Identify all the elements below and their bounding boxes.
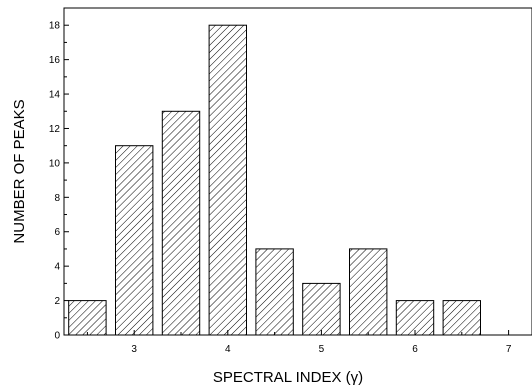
y-tick-label: 16 [49,55,61,66]
y-axis-title: NUMBER OF PEAKS [11,99,28,243]
bar [442,300,482,336]
y-tick-label: 12 [49,124,61,135]
bar [208,24,248,336]
y-tick-label: 8 [54,193,60,204]
bar [68,300,107,336]
x-axis-ticks: 3 4 5 6 7 [86,330,512,355]
axes-layer [63,7,532,336]
y-tick-label: 2 [54,296,60,307]
x-axis-title: SPECTRAL INDEX (γ) [213,369,363,386]
y-tick-label: 18 [49,21,61,32]
bar [395,300,435,336]
x-tick-label: 3 [131,344,137,355]
x-tick-label: 5 [319,344,325,355]
y-tick-label: 0 [54,331,60,342]
bar [161,110,201,336]
y-tick-label: 6 [54,227,60,238]
bar [302,282,341,336]
y-axis-ticks: 0 2 4 6 8 10 12 14 16 18 [49,21,69,342]
x-tick-label: 4 [225,344,231,355]
bar [349,248,388,336]
plot-frame [63,7,532,336]
bar [115,145,154,336]
bar [255,248,294,336]
x-tick-label: 7 [506,344,512,355]
bars-layer [68,24,482,336]
y-tick-label: 14 [49,90,61,101]
x-tick-label: 6 [412,344,418,355]
y-tick-label: 4 [54,262,60,273]
y-tick-label: 10 [49,158,61,169]
